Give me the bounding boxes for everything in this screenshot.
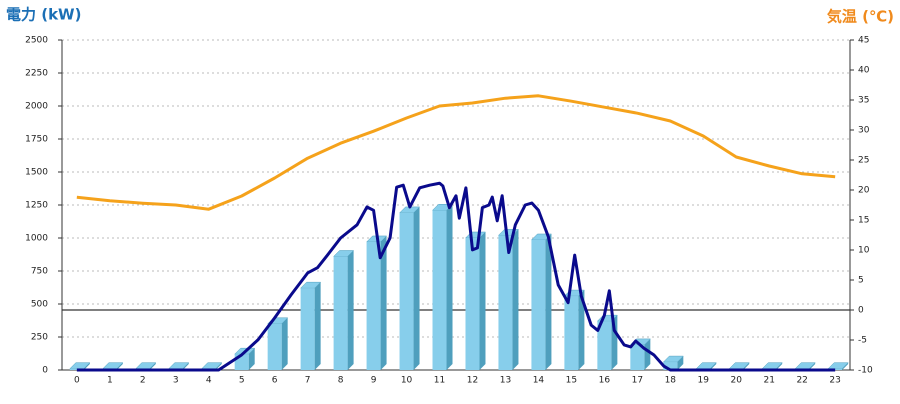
y-axis-title: 電力 (kW) — [6, 6, 81, 24]
y-tick-label: 0 — [42, 366, 48, 376]
y2-tick-label: 25 — [858, 156, 869, 166]
bar — [663, 362, 678, 370]
x-tick-label: 17 — [632, 376, 643, 386]
y2-axis-title: 気温 (℃) — [827, 8, 894, 26]
y-tick-label: 2000 — [25, 102, 48, 112]
bar-top — [695, 362, 717, 369]
x-tick-label: 5 — [239, 376, 245, 386]
x-tick-label: 4 — [206, 376, 212, 386]
bar-side — [644, 338, 651, 370]
bar-top — [728, 362, 750, 369]
x-tick-label: 23 — [829, 376, 840, 386]
x-tick-label: 2 — [140, 376, 146, 386]
bar-top — [69, 362, 91, 369]
x-tick-label: 13 — [500, 376, 511, 386]
bar-top — [135, 362, 157, 369]
y2-tick-label: -5 — [858, 336, 867, 346]
bar — [333, 256, 348, 370]
x-tick-label: 20 — [731, 376, 743, 386]
x-tick-label: 6 — [272, 376, 278, 386]
x-tick-label: 16 — [599, 376, 611, 386]
y-tick-label: 750 — [31, 267, 48, 277]
bar — [300, 288, 315, 370]
bar-side — [578, 290, 585, 370]
bar — [531, 239, 546, 370]
bar-top — [102, 362, 124, 369]
x-tick-label: 1 — [107, 376, 113, 386]
bar-side — [248, 348, 255, 370]
y2-tick-label: 45 — [858, 36, 869, 46]
bar — [564, 296, 579, 370]
y2-tick-label: 5 — [858, 276, 864, 286]
x-tick-label: 9 — [371, 376, 377, 386]
bar-top — [827, 362, 849, 369]
y2-tick-label: 20 — [858, 186, 870, 196]
bar — [597, 321, 612, 370]
x-tick-label: 8 — [338, 376, 344, 386]
y-tick-label: 1750 — [25, 135, 48, 145]
y-tick-label: 1500 — [25, 168, 48, 178]
y-tick-label: 250 — [31, 333, 48, 343]
y-tick-label: 1250 — [25, 201, 48, 211]
y-tick-label: 2500 — [25, 36, 48, 46]
y-tick-label: 500 — [31, 300, 48, 310]
y2-tick-label: 35 — [858, 96, 869, 106]
y2-tick-label: 0 — [858, 306, 864, 316]
x-tick-label: 0 — [74, 376, 80, 386]
bar — [465, 238, 480, 370]
x-tick-label: 15 — [566, 376, 577, 386]
bar-top — [201, 362, 223, 369]
y2-tick-label: 10 — [858, 246, 870, 256]
bar — [399, 212, 414, 370]
x-tick-label: 18 — [665, 376, 677, 386]
bar-side — [347, 250, 354, 370]
y-tick-label: 1000 — [25, 234, 48, 244]
bar-side — [380, 235, 387, 370]
bar-side — [512, 229, 519, 370]
bar-side — [446, 204, 453, 370]
bar — [498, 235, 513, 370]
y2-tick-label: 15 — [858, 216, 869, 226]
x-tick-label: 19 — [698, 376, 710, 386]
bar-side — [479, 232, 486, 370]
x-tick-label: 10 — [401, 376, 413, 386]
bar-side — [281, 317, 288, 370]
bar — [366, 241, 381, 370]
x-tick-label: 22 — [796, 376, 807, 386]
y-tick-label: 2250 — [25, 69, 48, 79]
x-tick-label: 3 — [173, 376, 179, 386]
x-tick-label: 14 — [533, 376, 545, 386]
bar-side — [677, 356, 684, 370]
bar-side — [314, 282, 321, 370]
x-tick-label: 11 — [434, 376, 445, 386]
x-tick-label: 12 — [467, 376, 478, 386]
bar — [432, 210, 447, 370]
bar-side — [545, 233, 552, 370]
bar-top — [761, 362, 783, 369]
line — [76, 181, 836, 372]
bar — [630, 344, 645, 370]
bar — [267, 323, 282, 370]
y2-tick-label: -10 — [858, 366, 873, 376]
bar-side — [413, 206, 420, 370]
x-tick-label: 7 — [305, 376, 311, 386]
bar-top — [168, 362, 190, 369]
y2-tick-label: 30 — [858, 126, 870, 136]
line — [76, 94, 836, 211]
x-tick-label: 21 — [763, 376, 774, 386]
y2-tick-label: 40 — [858, 66, 870, 76]
bar-top — [794, 362, 816, 369]
